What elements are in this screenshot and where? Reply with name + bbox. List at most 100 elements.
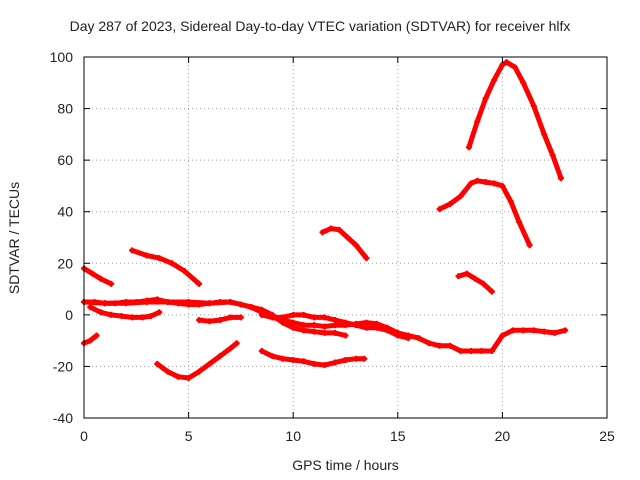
data-point (175, 373, 182, 380)
data-point (133, 298, 140, 305)
data-point (227, 345, 234, 352)
data-point (227, 314, 234, 321)
data-point (455, 273, 462, 280)
plot-frame (83, 56, 608, 419)
data-point (87, 337, 94, 344)
data-point (290, 324, 297, 331)
y-tick-label: -40 (53, 410, 73, 426)
data-point (143, 252, 150, 259)
data-point (321, 314, 328, 321)
data-point (108, 280, 115, 287)
data-point (342, 332, 349, 339)
data-point (112, 300, 119, 307)
x-tick-label: 15 (390, 428, 406, 444)
data-point (227, 298, 234, 305)
data-point (342, 356, 349, 363)
data-point (509, 327, 516, 334)
data-point (216, 317, 223, 324)
data-point (503, 59, 510, 66)
data-point (520, 79, 527, 86)
data-point (206, 360, 213, 367)
data-point (206, 300, 213, 307)
data-point (436, 342, 443, 349)
data-point (491, 77, 498, 84)
data-point (541, 131, 548, 138)
y-axis-label: SDTVAR / TECUs (6, 181, 22, 295)
data-point (156, 255, 163, 262)
y-tick-label: 40 (57, 204, 73, 220)
data-point (108, 311, 115, 318)
data-point (206, 318, 213, 325)
data-point (319, 229, 326, 236)
data-point (526, 242, 533, 249)
data-point (300, 311, 307, 318)
data-point (154, 296, 161, 303)
data-point (551, 329, 558, 336)
data-point (143, 297, 150, 304)
data-point (516, 219, 523, 226)
data-point (361, 355, 368, 362)
data-point (363, 319, 370, 326)
data-point (472, 275, 479, 282)
data-point (352, 322, 359, 329)
data-point (363, 255, 370, 262)
data-point (311, 314, 318, 321)
data-point (321, 329, 328, 336)
data-point (482, 179, 489, 186)
data-point (279, 319, 286, 326)
data-point (147, 313, 154, 320)
data-point (89, 270, 96, 277)
data-point (164, 298, 171, 305)
series-track-1 (466, 59, 564, 181)
data-point (344, 234, 351, 241)
data-point (300, 322, 307, 329)
data-point (181, 268, 188, 275)
chart-title: Day 287 of 2023, Sidereal Day-to-day VTE… (69, 18, 571, 34)
data-point (482, 95, 489, 102)
data-point (139, 314, 146, 321)
y-tick-label: 0 (65, 307, 73, 323)
data-point (118, 313, 125, 320)
data-point (491, 180, 498, 187)
data-point (373, 324, 380, 331)
data-point (499, 332, 506, 339)
data-point (332, 359, 339, 366)
y-tick-label: 20 (57, 255, 73, 271)
data-point (279, 314, 286, 321)
data-point (384, 327, 391, 334)
data-point (405, 335, 412, 342)
data-point (129, 314, 136, 321)
data-point (101, 300, 108, 307)
data-point (97, 275, 104, 282)
data-point (196, 280, 203, 287)
data-point (520, 327, 527, 334)
data-point (122, 298, 129, 305)
tick-labels: 0 5 10 15 20 25 -40 -20 0 20 40 60 80 100 (50, 49, 615, 444)
data-point (463, 270, 470, 277)
series-track-8 (154, 340, 240, 381)
series-track-6 (81, 265, 114, 287)
data-point (258, 311, 265, 318)
data-point (290, 311, 297, 318)
series-track-2 (437, 178, 533, 248)
data-point (311, 322, 318, 329)
data-point (468, 180, 475, 187)
data-point (196, 317, 203, 324)
y-tick-label: 80 (57, 101, 73, 117)
data-point (474, 177, 481, 184)
data-point (415, 335, 422, 342)
data-point (488, 288, 495, 295)
data-point (457, 347, 464, 354)
data-point (156, 309, 163, 316)
data-point (216, 353, 223, 360)
data-point (175, 300, 182, 307)
data-point (237, 314, 244, 321)
data-point (168, 260, 175, 267)
data-point (488, 347, 495, 354)
data-point (154, 360, 161, 367)
data-point (342, 319, 349, 326)
x-tick-label: 20 (495, 428, 511, 444)
data-point (258, 347, 265, 354)
data-point (480, 280, 487, 287)
